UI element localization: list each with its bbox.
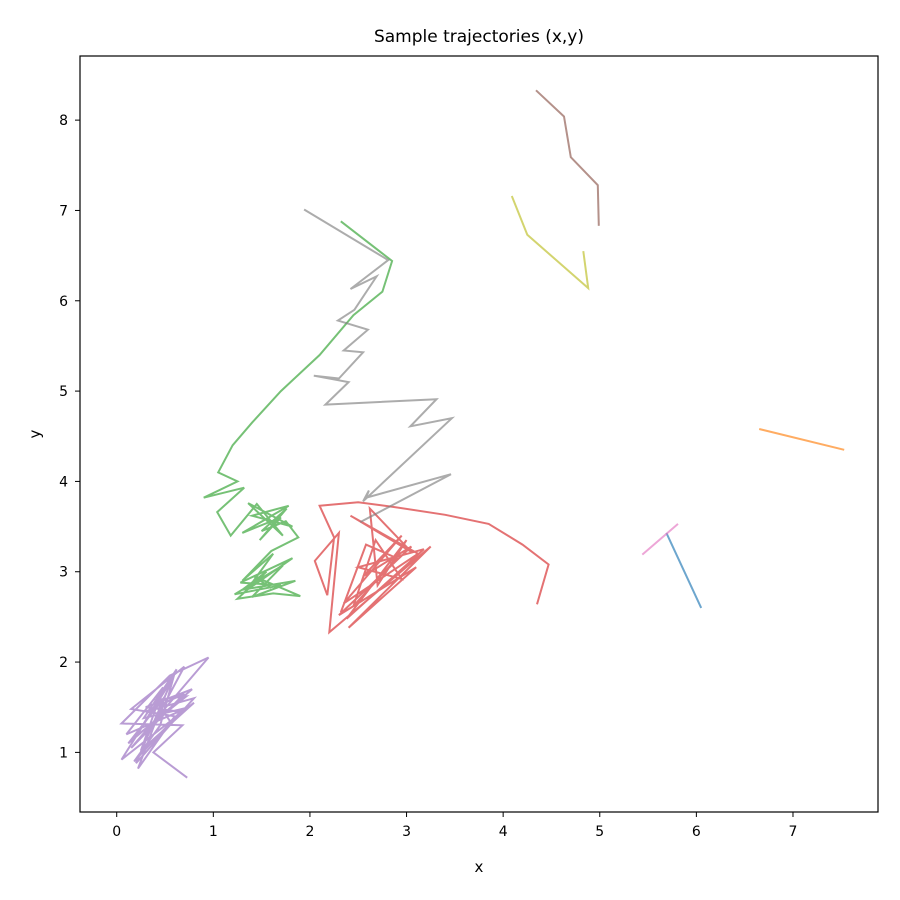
y-tick-label: 6 — [59, 294, 68, 310]
trajectory-line-5 — [119, 656, 210, 779]
x-tick-label: 5 — [595, 824, 604, 840]
trajectory-line-8 — [303, 208, 456, 523]
trajectory-line-1 — [665, 532, 703, 609]
y-tick-label: 8 — [59, 113, 68, 129]
x-axis-label: x — [475, 858, 484, 876]
y-tick-label: 1 — [59, 745, 68, 761]
trajectory-line-9 — [510, 195, 590, 291]
x-tick-label: 6 — [692, 824, 701, 840]
trajectory-line-4 — [313, 501, 550, 635]
plot-area — [80, 56, 878, 812]
chart-title: Sample trajectories (x,y) — [374, 27, 584, 47]
y-tick-label: 3 — [59, 565, 68, 581]
y-tick-label: 2 — [59, 655, 68, 671]
trajectory-line-2 — [758, 428, 845, 451]
y-axis: 1 2 3 4 5 6 7 8 — [59, 113, 80, 761]
trajectory-line-3 — [203, 220, 394, 601]
x-tick-label: 1 — [209, 824, 218, 840]
y-tick-label: 5 — [59, 384, 68, 400]
x-axis: 0 1 2 3 4 5 6 7 — [112, 812, 797, 840]
x-tick-label: 2 — [305, 824, 314, 840]
trajectory-line-7 — [641, 523, 679, 556]
x-tick-label: 0 — [112, 824, 121, 840]
series-layer — [119, 89, 845, 779]
x-tick-label: 4 — [499, 824, 508, 840]
y-tick-label: 4 — [59, 474, 68, 490]
x-tick-label: 3 — [402, 824, 411, 840]
trajectory-line-6 — [535, 89, 600, 226]
y-axis-label: y — [26, 429, 44, 438]
plot-frame — [79, 55, 879, 813]
y-tick-label: 7 — [59, 203, 68, 219]
x-tick-label: 7 — [789, 824, 798, 840]
